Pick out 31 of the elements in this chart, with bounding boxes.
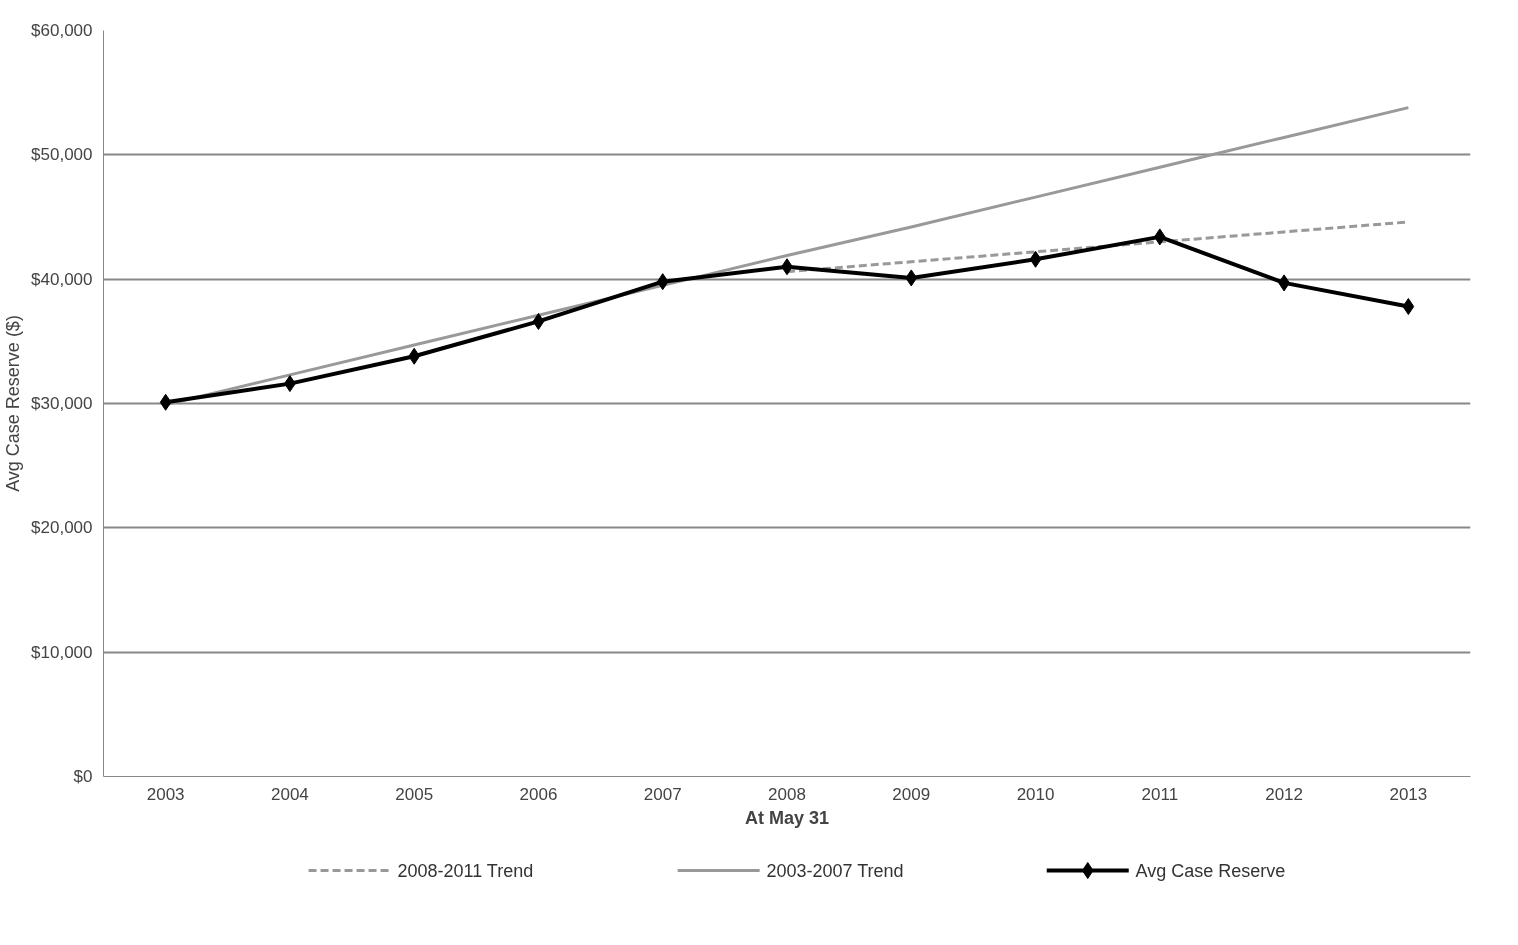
y-tick-label: $60,000 — [31, 21, 93, 40]
x-tick-label: 2007 — [643, 784, 682, 804]
point — [1402, 298, 1415, 316]
y-tick-label: $20,000 — [31, 518, 93, 538]
legend-label: Avg Case Reserve — [1135, 860, 1286, 881]
y-tick-label: $40,000 — [31, 269, 93, 289]
x-axis-title: At May 31 — [744, 807, 830, 828]
y-tick-label: $30,000 — [31, 394, 93, 413]
x-tick-label: 2006 — [519, 784, 558, 804]
x-tick-label: 2005 — [395, 784, 434, 804]
x-tick-label: 2004 — [271, 784, 309, 804]
x-tick-label: 2013 — [1389, 784, 1428, 804]
point — [408, 347, 421, 365]
y-tick-label: $0 — [73, 767, 93, 786]
y-axis-title: Avg Case Reserve ($) — [3, 315, 24, 492]
legend-label: 2003-2007 Trend — [766, 860, 904, 881]
x-tick-label: 2011 — [1141, 784, 1179, 804]
x-tick-label: 2008 — [768, 784, 806, 804]
y-tick-label: $50,000 — [31, 145, 93, 165]
point — [159, 393, 172, 411]
point — [656, 273, 669, 291]
y-tick-label: $10,000 — [31, 642, 93, 662]
x-tick-label: 2009 — [892, 784, 931, 804]
point — [532, 312, 545, 330]
x-tick-label: 2010 — [1016, 784, 1055, 804]
point — [905, 269, 918, 287]
x-tick-label: 2012 — [1265, 784, 1304, 804]
point — [1029, 250, 1042, 268]
legend-label: 2008-2011 Trend — [397, 860, 534, 881]
x-tick-label: 2003 — [146, 784, 185, 804]
point — [1153, 228, 1166, 246]
